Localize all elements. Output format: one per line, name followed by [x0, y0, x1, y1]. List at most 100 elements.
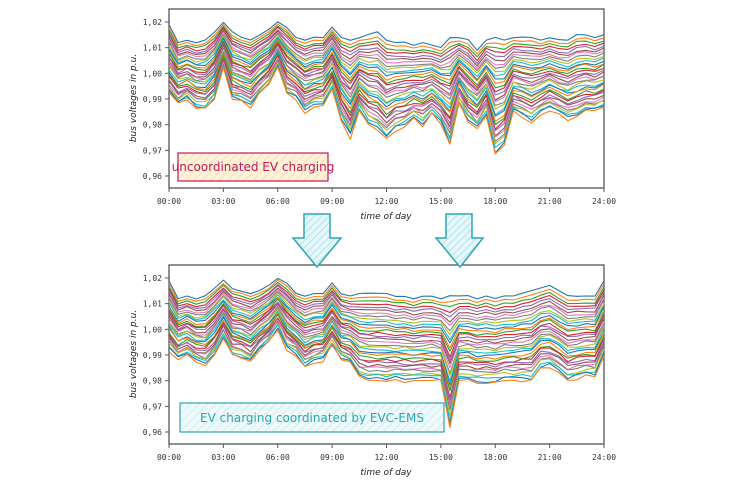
y-tick-label: 0,98	[143, 121, 162, 130]
x-tick-label: 24:00	[592, 197, 616, 206]
annotation-box	[177, 152, 329, 182]
x-ticks: 00:00 03:00 06:00 09:00 12:00 15:00 18:00 21:00…	[157, 444, 616, 462]
series-line	[168, 310, 605, 382]
series-line	[168, 33, 605, 72]
series-line	[168, 306, 605, 374]
series-line	[168, 21, 605, 51]
series-line	[168, 50, 605, 116]
y-tick-label: 1,01	[143, 300, 162, 309]
series-line	[168, 59, 605, 137]
series-line	[168, 25, 605, 58]
y-tick-label: 1,00	[143, 325, 162, 334]
y-axis-label: bus voltages in p.u.	[129, 54, 139, 142]
series-line	[168, 294, 605, 341]
y-tick-label: 1,00	[143, 69, 162, 78]
down-arrow-icon	[434, 213, 485, 269]
series-line	[168, 281, 605, 308]
y-tick-label: 0,97	[143, 402, 162, 411]
x-tick-label: 09:00	[320, 453, 344, 462]
y-tick-label: 1,02	[143, 274, 162, 283]
series-line	[168, 47, 605, 107]
y-tick-label: 0,96	[143, 172, 162, 181]
series-line	[168, 26, 605, 62]
series-line	[168, 42, 605, 93]
series-line	[168, 296, 605, 349]
y-tick-label: 1,01	[143, 44, 162, 53]
y-ticks: 0,96 0,97 0,98 0,99 1,00 1,01 1,02	[143, 274, 169, 437]
x-tick-label: 21:00	[538, 453, 562, 462]
series-line	[168, 301, 605, 362]
x-tick-label: 24:00	[592, 453, 616, 462]
series-line	[168, 312, 605, 390]
y-ticks: 0,96 0,97 0,98 0,99 1,00 1,01 1,02	[143, 18, 169, 181]
x-tick-label: 00:00	[157, 453, 181, 462]
series-line	[168, 36, 605, 77]
series-line	[168, 50, 605, 110]
series-line	[168, 320, 605, 406]
series-line	[168, 284, 605, 314]
x-axis-label: time of day	[360, 212, 412, 222]
series-line	[168, 54, 605, 126]
annotation-box	[179, 402, 445, 433]
series-lines	[168, 21, 605, 155]
y-tick-label: 0,96	[143, 428, 162, 437]
series-line	[168, 324, 605, 421]
series-line	[168, 29, 605, 65]
series-line	[168, 323, 605, 416]
down-arrow-icon	[291, 213, 343, 269]
series-line	[168, 31, 605, 69]
x-ticks: 00:00 03:00 06:00 09:00 12:00 15:00 18:00 21:00…	[157, 188, 616, 206]
series-line	[168, 51, 605, 117]
annotation-text: EV charging coordinated by EVC-EMS	[200, 411, 424, 425]
annotation-text: uncoordinated EV charging	[172, 160, 335, 174]
series-line	[168, 66, 605, 155]
x-tick-label: 18:00	[483, 197, 507, 206]
x-tick-label: 15:00	[429, 197, 453, 206]
series-line	[168, 314, 605, 392]
series-line	[168, 39, 605, 84]
y-tick-label: 0,98	[143, 377, 162, 386]
x-tick-label: 12:00	[374, 197, 398, 206]
series-line	[168, 287, 605, 323]
series-line	[168, 63, 605, 149]
y-tick-label: 1,02	[143, 18, 162, 27]
series-line	[168, 44, 605, 101]
series-line	[168, 292, 605, 335]
series-line	[168, 23, 605, 55]
series-line	[168, 317, 605, 399]
series-line	[168, 285, 605, 318]
series-line	[168, 301, 605, 358]
chart-coordinated: 0,960,970,980,991,001,011,02 00:00 03:00 0…	[129, 264, 616, 478]
x-tick-label: 06:00	[266, 197, 290, 206]
series-line	[168, 277, 605, 300]
x-tick-label: 06:00	[266, 453, 290, 462]
series-line	[168, 298, 605, 352]
series-line	[168, 329, 605, 429]
series-line	[168, 289, 605, 326]
series-line	[168, 303, 605, 364]
series-line	[168, 296, 605, 344]
series-line	[168, 37, 605, 81]
x-tick-label: 15:00	[429, 453, 453, 462]
series-line	[168, 60, 605, 138]
series-lines	[168, 277, 605, 429]
series-line	[168, 312, 605, 386]
x-tick-label: 12:00	[374, 453, 398, 462]
x-tick-label: 03:00	[211, 197, 235, 206]
series-line	[168, 279, 605, 304]
series-line	[168, 46, 605, 103]
series-line	[168, 290, 605, 332]
x-tick-label: 03:00	[211, 453, 235, 462]
y-tick-label: 0,99	[143, 351, 162, 360]
x-tick-label: 18:00	[483, 453, 507, 462]
series-line	[168, 30, 605, 67]
series-line	[168, 43, 605, 96]
series-line	[168, 53, 605, 122]
x-tick-label: 00:00	[157, 197, 181, 206]
x-tick-label: 09:00	[320, 197, 344, 206]
y-tick-label: 0,99	[143, 95, 162, 104]
x-tick-label: 21:00	[538, 197, 562, 206]
x-axis-label: time of day	[360, 468, 412, 478]
chart-uncoordinated: 0,960,970,980,991,001,011,02 00:00 03:00 0…	[129, 8, 616, 222]
